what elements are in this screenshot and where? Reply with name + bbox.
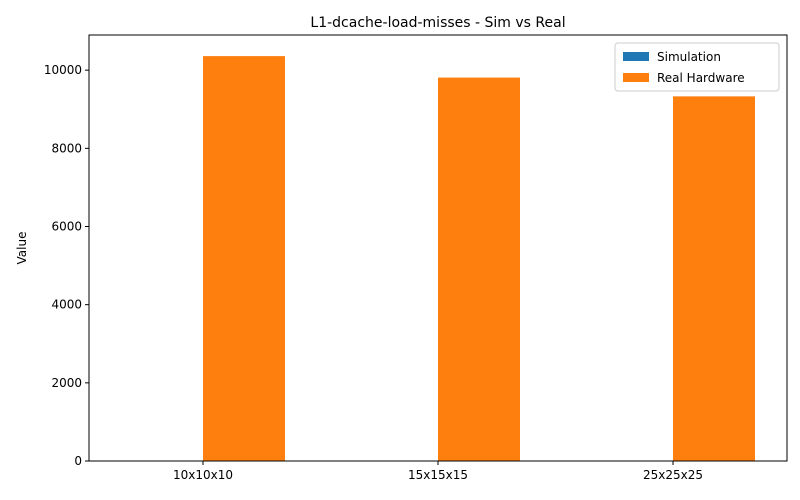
x-axis: 10x10x10 15x15x15 25x25x25 — [173, 461, 703, 482]
y-axis-label: Value — [15, 232, 29, 265]
y-axis: 0 2000 4000 6000 8000 10000 — [44, 63, 89, 468]
x-tick-label: 15x15x15 — [408, 468, 468, 482]
x-tick-label: 25x25x25 — [643, 468, 703, 482]
y-tick-label: 10000 — [44, 63, 82, 77]
chart-title: L1-dcache-load-misses - Sim vs Real — [310, 15, 565, 31]
bar-real-hardware-15x15x15 — [438, 77, 520, 461]
legend-swatch-simulation — [623, 52, 649, 61]
legend-label-simulation: Simulation — [657, 50, 721, 64]
bar-real-hardware-25x25x25 — [673, 96, 755, 462]
y-tick-label: 0 — [74, 454, 82, 468]
legend: Simulation Real Hardware — [614, 42, 780, 92]
legend-label-real-hardware: Real Hardware — [657, 71, 745, 85]
y-tick-label: 6000 — [51, 220, 82, 234]
bar-real-hardware-10x10x10 — [203, 56, 285, 462]
legend-frame — [614, 42, 780, 92]
legend-swatch-real-hardware — [623, 73, 649, 82]
x-tick-label: 10x10x10 — [173, 468, 233, 482]
y-tick-label: 2000 — [51, 376, 82, 390]
y-tick-label: 8000 — [51, 141, 82, 155]
y-tick-label: 4000 — [51, 298, 82, 312]
plot-area — [88, 34, 788, 462]
